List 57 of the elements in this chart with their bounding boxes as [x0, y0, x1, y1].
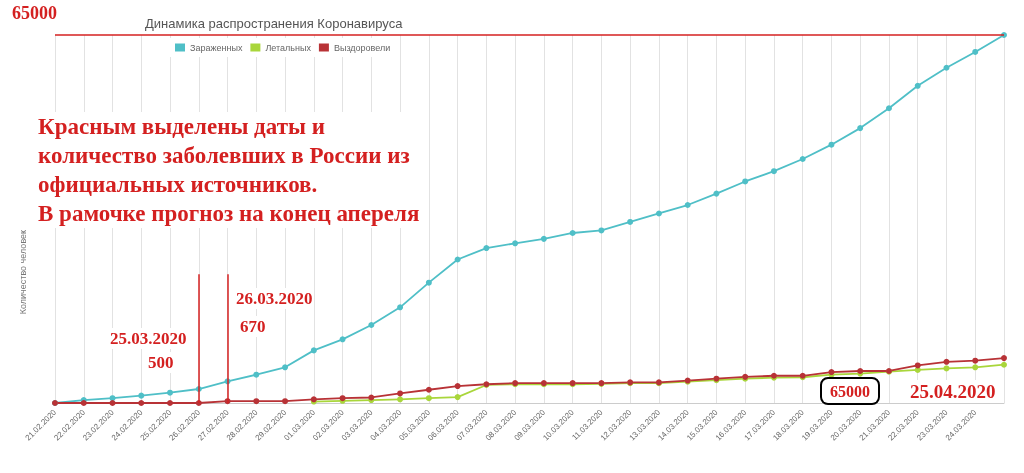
annotation: 25.03.2020	[110, 329, 187, 348]
point	[282, 398, 289, 405]
point	[397, 396, 404, 403]
annotation: 25.04.2020	[910, 381, 996, 402]
point	[454, 383, 461, 390]
point	[397, 304, 404, 311]
point	[627, 218, 634, 225]
point	[397, 390, 404, 397]
annotation: 65000	[830, 382, 870, 400]
legend-label: Выздоровели	[333, 42, 391, 53]
point	[914, 82, 921, 89]
point	[282, 364, 289, 371]
point	[425, 386, 432, 393]
point	[857, 125, 864, 132]
annotation: 500	[148, 353, 174, 372]
legend-label: Зараженных	[190, 42, 243, 53]
point	[972, 357, 979, 364]
point	[368, 321, 375, 328]
point	[742, 178, 749, 185]
point	[943, 64, 950, 71]
point	[684, 202, 691, 209]
point	[425, 279, 432, 286]
point	[972, 364, 979, 371]
text: 65000	[12, 3, 57, 23]
point	[828, 141, 835, 148]
point	[454, 256, 461, 263]
point	[138, 400, 145, 406]
point	[1001, 361, 1007, 368]
point	[885, 105, 892, 112]
point	[1001, 355, 1007, 362]
point	[540, 235, 547, 242]
point	[109, 400, 116, 406]
point	[310, 347, 317, 354]
point	[598, 227, 605, 234]
y-axis-title: Количество человек	[17, 229, 28, 315]
point	[425, 395, 432, 402]
legend-label: Летальных	[265, 42, 312, 53]
point	[799, 156, 806, 163]
point	[454, 394, 461, 401]
point	[770, 168, 777, 175]
point	[138, 392, 145, 399]
point	[167, 400, 174, 406]
annotation: 670	[240, 317, 266, 336]
point	[713, 190, 720, 197]
point	[569, 229, 576, 236]
point	[483, 245, 490, 252]
annotation: 26.03.2020	[236, 289, 313, 308]
chart-title: Динамика распространения Коронавируса	[145, 16, 404, 31]
point	[655, 210, 662, 217]
annotation: Красным выделены даты и количество заболевших в России из официальных источников. В рамочке прогноз на конец апереля	[38, 114, 420, 226]
point	[512, 240, 519, 247]
point	[253, 371, 260, 378]
point	[253, 398, 260, 405]
point	[943, 358, 950, 365]
point	[972, 48, 979, 55]
point	[167, 389, 174, 396]
point	[339, 336, 346, 343]
